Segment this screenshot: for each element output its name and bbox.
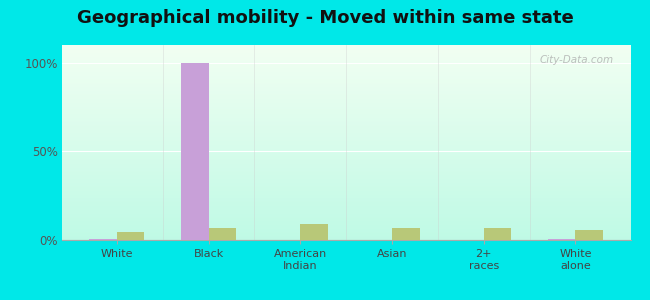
Text: Geographical mobility - Moved within same state: Geographical mobility - Moved within sam… (77, 9, 573, 27)
Bar (548, 239, 575, 240)
Text: City-Data.com: City-Data.com (540, 55, 614, 65)
Bar (300, 224, 328, 240)
Bar (392, 229, 419, 240)
Bar (117, 232, 144, 240)
Bar (484, 229, 512, 240)
Bar (575, 230, 603, 240)
Bar (209, 228, 236, 240)
Bar (181, 63, 209, 240)
Bar (89, 239, 117, 240)
